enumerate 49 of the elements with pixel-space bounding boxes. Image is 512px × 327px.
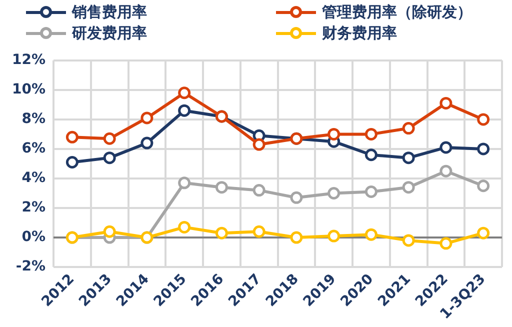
point xyxy=(66,130,78,144)
point xyxy=(402,234,415,247)
point xyxy=(402,152,415,164)
point xyxy=(328,186,340,200)
point xyxy=(178,104,191,117)
point xyxy=(103,132,116,145)
point xyxy=(103,225,116,238)
legend-label: 管理费用率（除研发） xyxy=(322,2,472,22)
point xyxy=(178,176,191,190)
point xyxy=(402,181,415,194)
point xyxy=(252,138,266,151)
point xyxy=(140,112,154,124)
point xyxy=(364,148,378,162)
point xyxy=(328,128,340,140)
point xyxy=(440,237,452,250)
point xyxy=(290,231,303,244)
y-tick-label: -2% xyxy=(16,258,46,275)
point xyxy=(290,191,303,204)
point xyxy=(178,220,191,234)
point xyxy=(215,181,228,194)
y-tick-label: 8% xyxy=(22,111,46,128)
y-tick-label: 0% xyxy=(22,229,46,246)
y-tick-label: 10% xyxy=(12,82,46,98)
legend-label: 销售费用率 xyxy=(72,2,147,22)
point xyxy=(440,141,452,154)
point xyxy=(252,184,266,197)
point xyxy=(477,142,490,156)
point xyxy=(328,230,340,242)
point xyxy=(402,122,415,135)
point xyxy=(477,180,490,192)
point xyxy=(364,186,378,198)
point xyxy=(215,226,228,240)
point xyxy=(440,164,452,178)
point xyxy=(477,113,490,126)
point xyxy=(364,128,378,140)
point xyxy=(66,156,78,168)
point xyxy=(440,96,452,110)
y-tick-label: 6% xyxy=(22,140,46,157)
point xyxy=(103,152,116,164)
point xyxy=(178,86,191,100)
y-tick-label: 4% xyxy=(22,170,46,186)
legend-label: 财务费用率 xyxy=(322,24,397,42)
y-tick-label: 2% xyxy=(22,200,46,216)
point xyxy=(252,225,266,238)
point xyxy=(140,136,154,150)
y-tick-label: 12% xyxy=(12,52,46,68)
point xyxy=(364,228,378,241)
point xyxy=(477,226,490,240)
legend-label: 研发费用率 xyxy=(72,24,147,42)
